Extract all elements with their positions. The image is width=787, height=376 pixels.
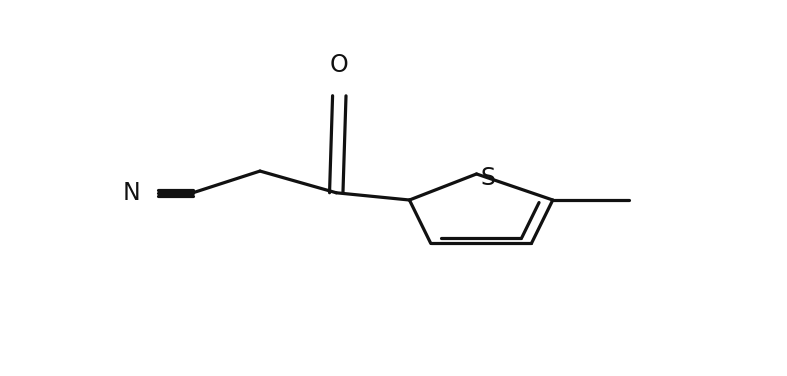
- Text: N: N: [123, 181, 141, 205]
- Text: O: O: [330, 53, 349, 77]
- Text: S: S: [480, 166, 495, 190]
